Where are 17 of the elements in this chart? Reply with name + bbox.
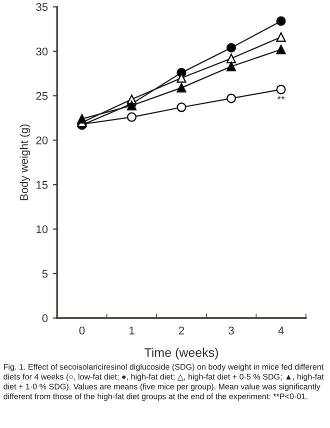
caption: Fig. 1. Effect of secoisolariciresinol diglucoside (SDG) on body weight in mice fed different diets for 4 weeks (○, low-fat diet; ●, high-fat diet; △, high-fat diet + 0·5 % SDG; ▲, high-fat diet + 1·0 % SDG). Values are means (five mice per group). Mean value was significantly different from those of the high-fat diet groups at the end of the experiment: **P<0·01. xyxy=(4,364,324,401)
y-tick-label: 5 xyxy=(42,270,48,278)
y-tick-label: 20 xyxy=(36,136,48,144)
y-tick-label: 0 xyxy=(42,314,48,322)
x-tick-label: 4 xyxy=(278,326,284,334)
x-tick-label: 3 xyxy=(228,326,234,334)
y-tick-label: 30 xyxy=(36,48,48,56)
annotation: ** xyxy=(277,96,285,100)
y-tick-label: 35 xyxy=(36,3,48,11)
y-tick-label: 10 xyxy=(36,225,48,234)
x-tick-label: 2 xyxy=(178,326,184,334)
x-tick-label: 0 xyxy=(79,326,85,334)
y-tick-label: 15 xyxy=(36,181,48,189)
y-tick-label: 25 xyxy=(36,92,48,100)
x-tick-label: 1 xyxy=(129,326,134,334)
x-axis-title: Time (weeks) xyxy=(144,348,218,360)
y-axis-title: Body weight (g) xyxy=(20,124,30,200)
